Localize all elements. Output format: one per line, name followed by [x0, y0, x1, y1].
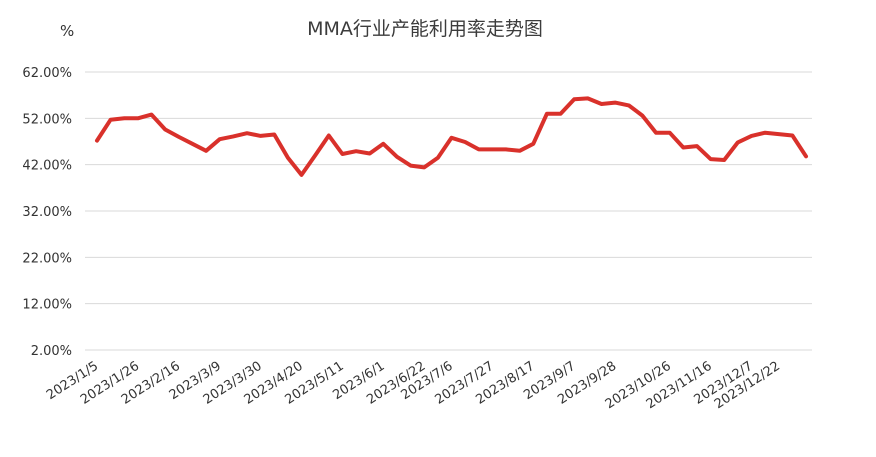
data-point [737, 141, 739, 144]
data-point [109, 118, 112, 121]
data-point [750, 135, 753, 137]
data-point [232, 135, 235, 138]
data-point [682, 146, 685, 149]
data-point [723, 159, 725, 161]
data-point [150, 113, 153, 116]
data-point [137, 117, 139, 120]
data-point [368, 152, 371, 155]
data-point [205, 150, 207, 152]
data-point [287, 156, 289, 159]
data-point [246, 132, 248, 134]
chart-title: MMA行业产能利用率走势图 [307, 18, 543, 40]
data-point [355, 150, 357, 152]
data-point [791, 134, 794, 137]
series-layer [95, 96, 808, 177]
data-point [96, 139, 98, 142]
y-tick-label: 42.00% [22, 159, 72, 174]
data-point [546, 112, 548, 115]
data-point [314, 154, 317, 157]
data-point [478, 148, 480, 151]
data-point [409, 164, 412, 167]
data-point [423, 166, 426, 169]
data-point [709, 158, 712, 160]
data-point [628, 104, 630, 107]
data-point [805, 155, 807, 158]
data-point [505, 148, 507, 151]
data-point [764, 131, 766, 134]
gridlines [85, 71, 812, 351]
data-point [614, 101, 616, 104]
data-point [341, 153, 344, 155]
y-tick-label: 12.00% [22, 298, 72, 313]
data-point [164, 128, 166, 131]
data-point [641, 114, 644, 117]
data-point [464, 141, 466, 143]
data-point [300, 174, 303, 176]
data-point [559, 112, 562, 115]
data-point [600, 103, 603, 105]
y-axis-tick-labels: 62.00% 52.00% 42.00% 32.00% 22.00% 12.00% 2.00… [22, 66, 72, 359]
data-point [273, 133, 276, 136]
data-point [696, 145, 698, 147]
y-tick-label: 52.00% [22, 112, 72, 127]
data-point [532, 143, 535, 145]
data-point [191, 143, 194, 145]
data-point [123, 117, 126, 120]
data-point [655, 131, 657, 134]
data-point [382, 143, 385, 145]
series-line [95, 96, 808, 177]
y-tick-label: 32.00% [22, 205, 72, 220]
y-axis-unit: % [60, 22, 74, 40]
data-point [491, 148, 494, 151]
data-point [328, 134, 330, 137]
data-point [518, 150, 521, 152]
data-point [437, 156, 439, 159]
data-point [573, 98, 575, 101]
data-point [587, 97, 589, 100]
x-axis-tick-labels: 2023/1/52023/1/262023/2/162023/3/92023/3… [44, 359, 783, 412]
data-point [396, 156, 398, 158]
y-tick-label: 62.00% [22, 66, 72, 81]
data-point [218, 138, 221, 140]
y-tick-label: 2.00% [31, 344, 72, 359]
data-point [777, 133, 780, 135]
y-tick-label: 22.00% [22, 251, 72, 266]
data-point [450, 137, 453, 139]
data-point [259, 135, 262, 137]
data-point [668, 131, 671, 134]
data-point [178, 136, 180, 138]
